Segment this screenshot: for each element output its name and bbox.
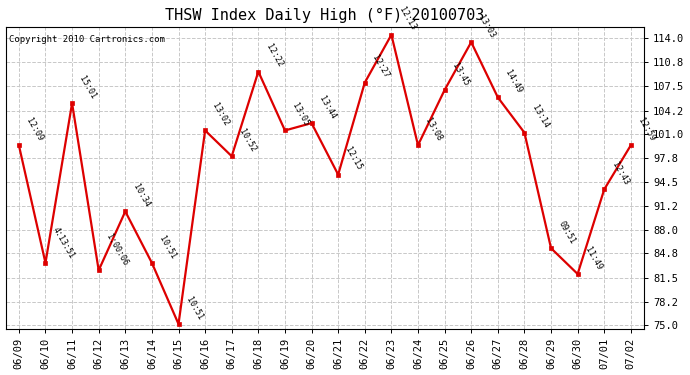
Text: 13:45: 13:45 [450,61,471,87]
Text: Copyright 2010 Cartronics.com: Copyright 2010 Cartronics.com [9,35,165,44]
Text: 11:49: 11:49 [583,245,604,271]
Text: 14:49: 14:49 [504,68,524,94]
Text: 12:15: 12:15 [344,146,364,172]
Text: 12:22: 12:22 [264,43,284,69]
Text: 10:52: 10:52 [237,127,257,153]
Text: 13:02: 13:02 [210,102,231,128]
Text: 12:09: 12:09 [24,116,45,142]
Text: 1:00:06: 1:00:06 [104,233,130,267]
Text: 4:13:51: 4:13:51 [51,225,77,260]
Text: 13:44: 13:44 [317,94,337,120]
Text: 10:51: 10:51 [157,234,178,260]
Text: 12:27: 12:27 [371,54,391,80]
Text: 09:51: 09:51 [557,219,577,246]
Text: 10:51: 10:51 [184,295,204,321]
Text: 13:14: 13:14 [530,104,551,130]
Text: 15:01: 15:01 [78,74,98,100]
Text: 13:03: 13:03 [477,13,497,39]
Text: 12:13: 12:13 [397,6,417,32]
Text: 12:43: 12:43 [610,160,630,187]
Text: 10:34: 10:34 [131,183,151,209]
Text: 13:05: 13:05 [290,102,310,128]
Text: 12:59: 12:59 [636,116,657,142]
Text: 13:08: 13:08 [424,116,444,142]
Title: THSW Index Daily High (°F) 20100703: THSW Index Daily High (°F) 20100703 [165,9,484,24]
